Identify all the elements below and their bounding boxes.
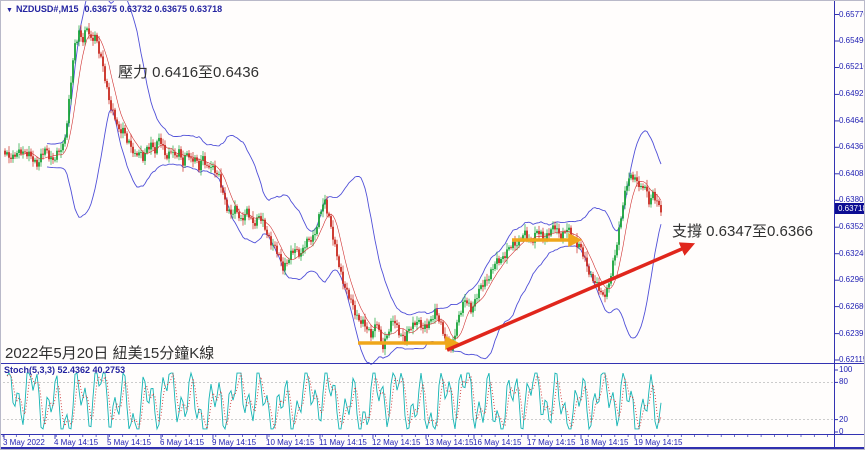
- support-annotation[interactable]: 支撐 0.6347至0.6366: [672, 223, 813, 240]
- annotation-arrows[interactable]: [358, 233, 696, 352]
- uptrend-arrow[interactable]: [446, 242, 696, 352]
- chart-header: ▼ NZDUSD#,M15 0.63675 0.63732 0.63675 0.63…: [6, 4, 222, 14]
- indicator-label: Stoch(5,3,3) 52.4362 40.2753: [4, 365, 126, 375]
- candlesticks: [4, 23, 662, 356]
- bollinger-bands: [46, 1, 662, 365]
- indicator-axis[interactable]: 100 80 20 0: [834, 1, 864, 448]
- price-axis-label: 0.62115: [839, 355, 865, 364]
- time-axis-label: 6 May 14:15: [160, 438, 205, 447]
- time-axis-label: 4 May 14:15: [54, 438, 99, 447]
- ohlc-readout: 0.63675 0.63732 0.63675 0.63718: [84, 4, 223, 14]
- stochastic-lines: [3, 371, 833, 431]
- price-axis-label: 0.64365: [839, 142, 864, 151]
- price-axis-label: 0.63805: [839, 195, 864, 204]
- time-axis[interactable]: 3 May 2022 4 May 14:15 5 May 14:15 6 May 14…: [1, 435, 834, 448]
- symbol-dropdown-icon[interactable]: ▼: [6, 7, 13, 14]
- indicator-axis-label: 80: [839, 377, 848, 386]
- time-axis-label: 19 May 14:15: [634, 438, 683, 447]
- indicator-axis-label: 20: [839, 415, 848, 424]
- price-axis-label: 0.64925: [839, 89, 864, 98]
- time-axis-label: 3 May 2022: [3, 438, 45, 447]
- indicator-axis-label: 0: [839, 427, 844, 436]
- price-axis-label: 0.62395: [839, 329, 864, 338]
- time-axis-label: 17 May 14:15: [527, 438, 576, 447]
- symbol-title: NZDUSD#,M15: [15, 4, 79, 14]
- time-axis-label: 5 May 14:15: [107, 438, 152, 447]
- current-price-badge: 0.63718: [835, 203, 864, 214]
- status-bar: [1, 447, 864, 449]
- time-axis-label: 10 May 14:15: [266, 438, 315, 447]
- time-axis-label: 9 May 14:15: [212, 438, 257, 447]
- caption-annotation[interactable]: 2022年5月20日 紐美15分鐘K線: [5, 345, 215, 362]
- moving-average-line: [18, 34, 662, 339]
- price-axis-label: 0.64645: [839, 116, 864, 125]
- resistance-annotation[interactable]: 壓力 0.6416至0.6436: [118, 64, 259, 81]
- time-axis-label: 12 May 14:15: [372, 438, 421, 447]
- price-axis-label: 0.64085: [839, 169, 864, 178]
- indicator-axis-label: 100: [839, 365, 853, 374]
- time-axis-label: 13 May 14:15: [425, 438, 474, 447]
- time-axis-label: 18 May 14:15: [580, 438, 629, 447]
- time-axis-label: 16 May 14:15: [473, 438, 522, 447]
- time-axis-label: 11 May 14:15: [319, 438, 367, 447]
